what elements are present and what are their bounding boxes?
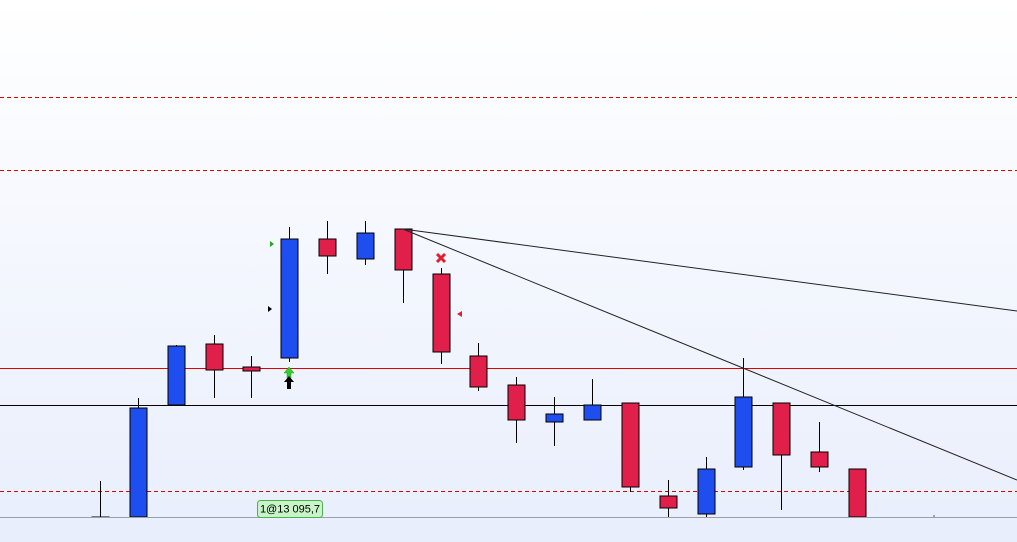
candle-body (167, 345, 186, 406)
candle-body (280, 238, 299, 359)
candle-body (356, 232, 375, 260)
signal-marker (270, 241, 274, 247)
exit-marker (435, 252, 447, 264)
plot-area (0, 97, 1017, 517)
candle-body (432, 273, 451, 353)
signal-marker (268, 306, 272, 312)
candle-body (659, 495, 678, 509)
candle-body (205, 343, 224, 371)
signal-marker (457, 311, 462, 317)
candle-body (583, 404, 602, 421)
candle-body (129, 407, 148, 517)
trend-line (402, 228, 1017, 312)
candle-body (469, 355, 488, 388)
candle-body (318, 238, 337, 257)
candle-body (394, 228, 413, 271)
candle-body (621, 402, 640, 488)
candle-body (242, 366, 261, 372)
candle-body (810, 451, 829, 468)
candle-body (734, 396, 753, 468)
candle-body (507, 384, 526, 421)
order-label: 1@13 095,7 (260, 503, 320, 515)
trend-line (402, 228, 1017, 481)
candle-body (772, 402, 791, 456)
candle-body (697, 468, 716, 515)
order-label-box (257, 500, 323, 518)
candle-body (545, 413, 564, 423)
candle-body (848, 468, 867, 517)
entry-arrow (284, 376, 294, 389)
